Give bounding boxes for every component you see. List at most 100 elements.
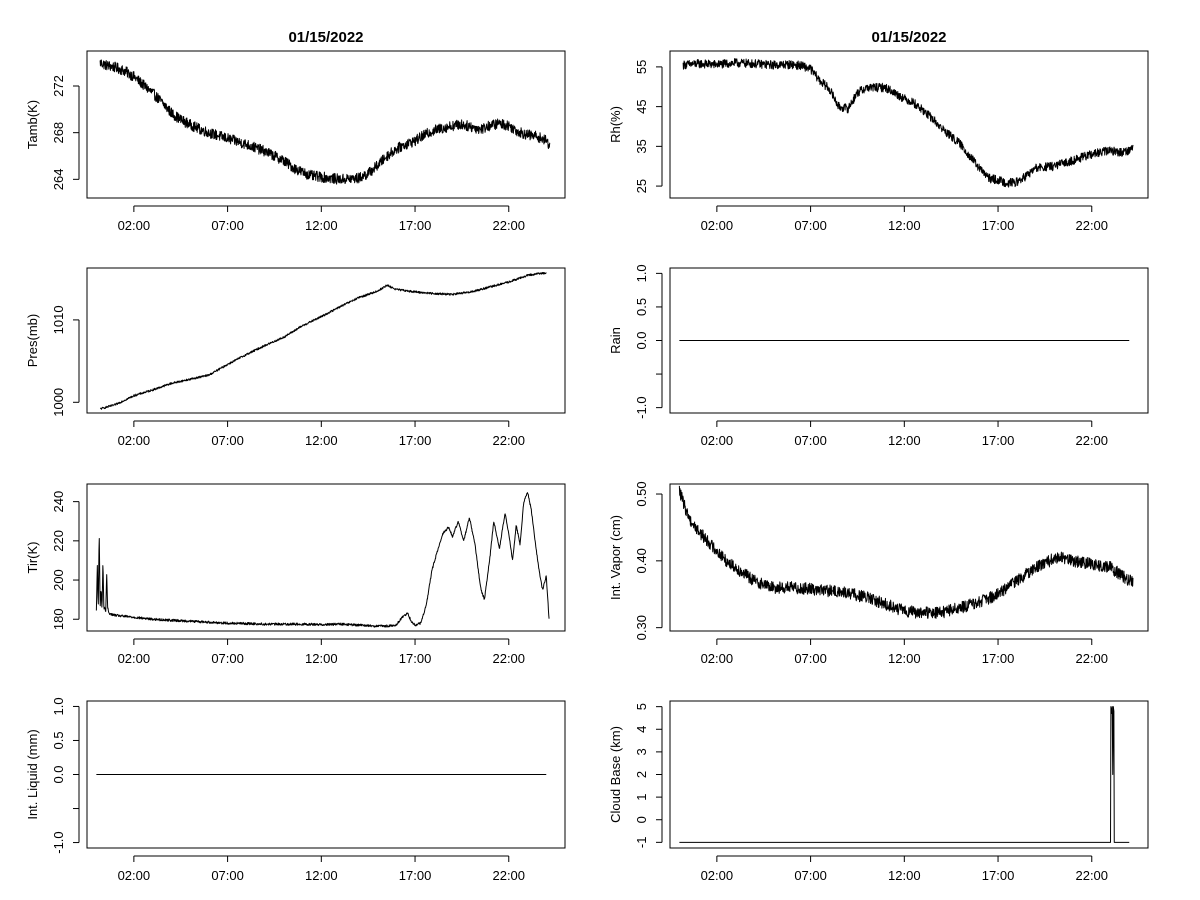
x-tick-label: 02:00 <box>118 433 151 448</box>
panel-tir: 02:00 07:00 12:00 17:00 22:00 180 200 220 240 Tir… <box>25 483 566 666</box>
y-tick-label: 0.50 <box>634 481 649 506</box>
x-tick-label: 07:00 <box>211 218 244 233</box>
y-axis-label: Rh(%) <box>608 106 623 143</box>
y-tick-label: 264 <box>51 168 66 190</box>
x-tick-label: 02:00 <box>701 218 734 233</box>
x-tick-label: 17:00 <box>982 218 1015 233</box>
series-line-rh <box>682 58 1134 188</box>
x-tick-label: 22:00 <box>1075 651 1108 666</box>
y-tick-label: 0.5 <box>51 731 66 749</box>
y-tick-label: 0.30 <box>634 615 649 640</box>
y-tick-label: 180 <box>51 608 66 630</box>
plot-frame <box>669 50 1149 199</box>
x-tick-label: 17:00 <box>982 433 1015 448</box>
x-tick-label: 22:00 <box>492 651 525 666</box>
y-tick-label: 35 <box>634 139 649 153</box>
y-tick-label: 220 <box>51 530 66 552</box>
panel-tamb: 01/15/2022 02:00 07:00 12:00 17:00 22:00 264 26… <box>25 29 566 233</box>
x-tick-label: 02:00 <box>118 868 151 883</box>
plot-frame <box>669 483 1149 632</box>
y-tick-label: 55 <box>634 60 649 74</box>
x-tick-label: 02:00 <box>701 433 734 448</box>
chart-title: 01/15/2022 <box>288 29 363 46</box>
y-tick-label: 0.5 <box>634 298 649 316</box>
x-tick-label: 17:00 <box>399 868 432 883</box>
y-tick-label: 0.40 <box>634 548 649 573</box>
x-tick-label: 12:00 <box>305 218 338 233</box>
panel-vapor: 02:00 07:00 12:00 17:00 22:00 0.30 0.40 0.50 Int… <box>608 481 1149 666</box>
panel-rain: 02:00 07:00 12:00 17:00 22:00 -1.0 0.0 0.5 1.0 Ra… <box>608 264 1149 448</box>
y-axis-label: Int. Liquid (mm) <box>25 729 40 819</box>
panel-cloud: 02:00 07:00 12:00 17:00 22:00 -1 0 1 2 3 4 5 Cloud B… <box>608 700 1149 883</box>
y-tick-label: 4 <box>634 726 649 733</box>
x-tick-label: 22:00 <box>1075 868 1108 883</box>
x-tick-label: 07:00 <box>211 651 244 666</box>
y-tick-label: -1.0 <box>51 831 66 853</box>
x-tick-label: 12:00 <box>888 651 921 666</box>
plot-frame <box>86 483 566 632</box>
y-axis-label: Int. Vapor (cm) <box>608 515 623 600</box>
y-tick-label: 1010 <box>51 305 66 334</box>
x-tick-label: 07:00 <box>794 433 827 448</box>
x-tick-label: 12:00 <box>305 433 338 448</box>
plot-frame <box>86 700 566 849</box>
series-line-pres <box>99 272 547 410</box>
y-axis-label: Rain <box>608 327 623 354</box>
y-tick-label: -1.0 <box>634 396 649 418</box>
series-line-vapor <box>678 485 1134 619</box>
x-tick-label: 07:00 <box>211 433 244 448</box>
x-tick-label: 02:00 <box>118 218 151 233</box>
y-axis-label: Pres(mb) <box>25 314 40 367</box>
x-tick-label: 17:00 <box>982 651 1015 666</box>
series-line-cloud <box>679 706 1130 843</box>
y-tick-label: 240 <box>51 491 66 513</box>
y-tick-label: 200 <box>51 569 66 591</box>
y-tick-label: -1 <box>634 837 649 849</box>
y-tick-label: 1.0 <box>51 697 66 715</box>
y-tick-label: 0 <box>634 816 649 823</box>
x-tick-label: 12:00 <box>888 218 921 233</box>
series-line-tamb <box>99 59 551 185</box>
y-tick-label: 3 <box>634 748 649 755</box>
x-tick-label: 17:00 <box>982 868 1015 883</box>
x-tick-label: 12:00 <box>305 651 338 666</box>
y-tick-label: 2 <box>634 771 649 778</box>
y-tick-label: 5 <box>634 703 649 710</box>
y-tick-label: 0.0 <box>51 765 66 783</box>
y-axis-label: Tir(K) <box>25 541 40 573</box>
x-tick-label: 02:00 <box>701 868 734 883</box>
panel-pres: 02:00 07:00 12:00 17:00 22:00 1000 1010 Pres(mb… <box>25 267 566 448</box>
panel-liquid: 02:00 07:00 12:00 17:00 22:00 -1.0 0.0 0.5 1.0 In… <box>25 697 566 883</box>
x-tick-label: 12:00 <box>888 868 921 883</box>
x-tick-label: 07:00 <box>794 218 827 233</box>
x-tick-label: 22:00 <box>492 433 525 448</box>
x-tick-label: 22:00 <box>1075 433 1108 448</box>
y-tick-label: 1.0 <box>634 264 649 282</box>
x-tick-label: 22:00 <box>1075 218 1108 233</box>
plot-frame <box>669 267 1149 414</box>
y-tick-label: 0.0 <box>634 331 649 349</box>
y-axis-label: Tamb(K) <box>25 100 40 149</box>
x-tick-label: 17:00 <box>399 651 432 666</box>
x-tick-label: 07:00 <box>211 868 244 883</box>
x-tick-label: 07:00 <box>794 651 827 666</box>
x-tick-label: 17:00 <box>399 433 432 448</box>
plot-frame <box>669 700 1149 849</box>
y-tick-label: 25 <box>634 179 649 193</box>
x-tick-label: 12:00 <box>888 433 921 448</box>
chart-title: 01/15/2022 <box>871 29 946 46</box>
x-tick-label: 22:00 <box>492 218 525 233</box>
x-tick-label: 22:00 <box>492 868 525 883</box>
x-tick-label: 07:00 <box>794 868 827 883</box>
y-tick-label: 268 <box>51 122 66 144</box>
plot-frame <box>86 267 566 414</box>
series-line-tir <box>95 492 550 628</box>
x-tick-label: 17:00 <box>399 218 432 233</box>
y-tick-label: 272 <box>51 75 66 97</box>
y-tick-label: 1 <box>634 793 649 800</box>
plot-frame <box>86 50 566 199</box>
y-tick-label: 1000 <box>51 388 66 417</box>
x-tick-label: 02:00 <box>701 651 734 666</box>
panel-rh: 01/15/2022 02:00 07:00 12:00 17:00 22:00 25 35 4… <box>608 29 1149 233</box>
